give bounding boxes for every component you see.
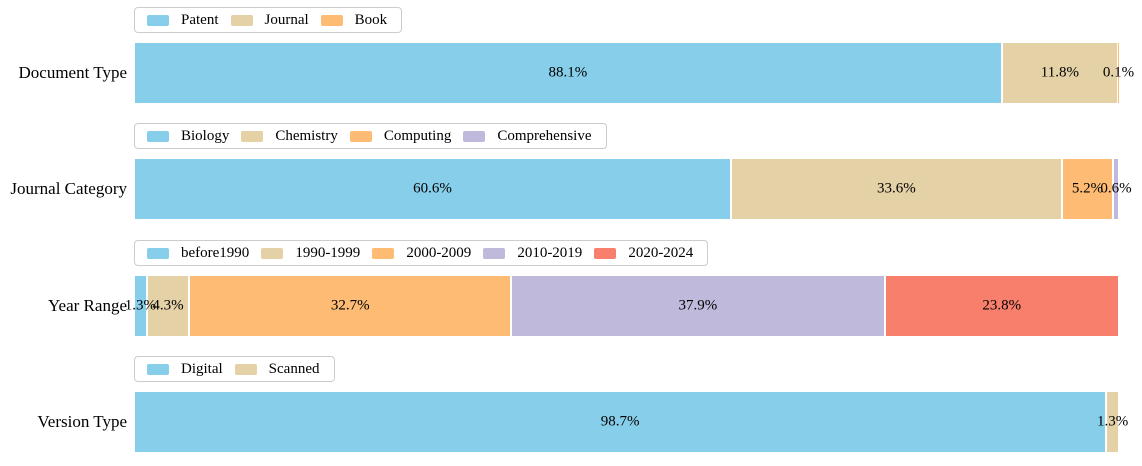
legend-item: Journal (230, 11, 309, 29)
segment-value-label: 0.6% (1100, 180, 1132, 197)
legend-label: Scanned (268, 360, 320, 377)
segment-value-label: 88.1% (548, 64, 588, 81)
bar-segment (1113, 159, 1119, 219)
legend-swatch-icon (147, 130, 169, 142)
legend-label: Book (354, 11, 388, 28)
legend: Digital Scanned (134, 356, 335, 382)
legend-item: Book (320, 11, 388, 29)
legend-swatch-icon (349, 130, 372, 142)
legend-swatch-icon (234, 363, 257, 375)
segment-value-label: 37.9% (678, 297, 718, 314)
legend-label: Comprehensive (497, 127, 592, 144)
legend-label: 2010-2019 (517, 244, 583, 261)
legend-swatch-icon (230, 14, 253, 26)
legend-item: Chemistry (241, 128, 338, 145)
legend-swatch-icon (463, 130, 486, 142)
segment-value-label: 32.7% (330, 297, 370, 314)
legend-item: 2000-2009 (372, 245, 471, 262)
legend: Biology Chemistry Computing Comprehensive (134, 123, 607, 149)
bar-segment (146, 276, 190, 336)
stacked-bar: 88.1% 11.8% 0.1% (134, 43, 1134, 103)
bar-segment (134, 159, 731, 219)
legend-swatch-icon (483, 247, 506, 259)
legend-swatch-icon (594, 247, 617, 259)
legend-swatch-icon (147, 363, 169, 375)
bar-segment (134, 392, 1107, 452)
bar-segment (189, 276, 512, 336)
legend-item: before1990 (147, 245, 249, 262)
legend-item: Biology (147, 128, 229, 145)
segment-value-label: 60.6% (413, 180, 452, 197)
row-label: Year Range (47, 296, 127, 315)
bar-segment (1001, 43, 1118, 103)
segment-value-label: 4.3% (152, 297, 184, 314)
legend-swatch-icon (372, 247, 395, 259)
bar-segment (134, 276, 147, 336)
legend-label: Biology (181, 127, 230, 144)
segment-value-label: 0.1% (1102, 64, 1135, 81)
legend: Patent Journal Book (134, 7, 403, 33)
legend-label: 1990-1999 (295, 244, 361, 261)
bar-segment (730, 159, 1062, 219)
stacked-bar: 98.7% 1.3% (134, 392, 1128, 452)
bar-segment (511, 276, 885, 336)
stacked-bar: 60.6% 33.6% 5.2% 0.6% (134, 159, 1132, 219)
legend-item: 1990-1999 (261, 245, 360, 262)
row-label: Version Type (37, 412, 127, 431)
bar-segment (134, 43, 1002, 103)
legend-item: 2020-2024 (594, 245, 693, 262)
segment-value-label: 1.3% (1096, 413, 1129, 430)
segment-value-label: 11.8% (1040, 64, 1079, 81)
legend-label: Chemistry (275, 127, 338, 144)
legend-item: Computing (349, 127, 452, 145)
legend-label: 2000-2009 (406, 244, 472, 261)
legend-item: 2010-2019 (483, 245, 582, 262)
legend-item: Comprehensive (463, 127, 592, 145)
bar-segment (884, 276, 1119, 336)
legend-swatch-icon (241, 130, 264, 142)
legend-swatch-icon (261, 247, 284, 259)
legend-item: Patent (147, 12, 219, 29)
legend-label: Computing (383, 127, 452, 144)
segment-value-label: 1.3% (124, 297, 157, 314)
segment-value-label: 98.7% (600, 413, 640, 430)
legend-label: Patent (181, 11, 219, 28)
legend-swatch-icon (147, 247, 169, 259)
legend-label: Digital (181, 360, 223, 377)
segment-value-label: 23.8% (982, 297, 1022, 314)
stacked-bar: 1.3% 4.3% 32.7% 37.9% 23.8% (125, 276, 1119, 336)
segment-value-label: 33.6% (877, 180, 916, 197)
row-label: Journal Category (10, 179, 127, 198)
legend-item: Digital (147, 361, 223, 378)
legend-item: Scanned (234, 360, 320, 378)
segment-value-label: 5.2% (1071, 180, 1104, 197)
legend-label: 2020-2024 (628, 244, 694, 261)
legend-swatch-icon (147, 14, 169, 26)
legend-swatch-icon (320, 14, 343, 26)
legend-label: before1990 (181, 244, 250, 261)
bar-segment (1118, 43, 1119, 103)
bar-segment (1061, 159, 1114, 219)
bar-segment (1106, 392, 1119, 452)
row-label: Document Type (18, 63, 128, 82)
legend-label: Journal (264, 11, 309, 28)
legend: before1990 1990-1999 2000-2009 2010-2019 202… (134, 240, 709, 266)
